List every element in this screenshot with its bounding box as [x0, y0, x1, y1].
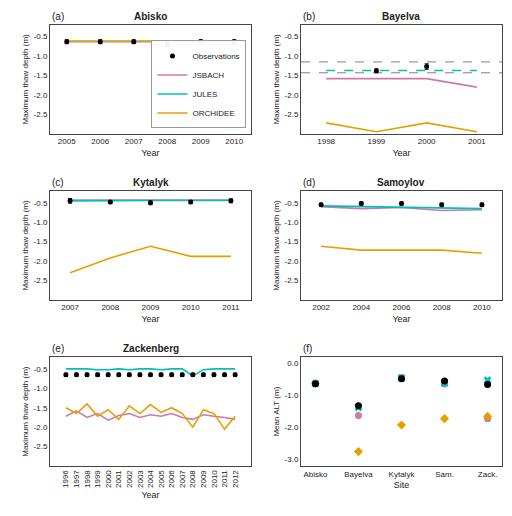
svg-text:2010: 2010 [473, 303, 491, 312]
svg-text:-1.0: -1.0 [285, 218, 299, 227]
svg-text:-1.0: -1.0 [34, 218, 48, 227]
svg-text:Year: Year [392, 148, 410, 158]
svg-text:2007: 2007 [125, 137, 143, 146]
svg-text:-1.0: -1.0 [285, 391, 299, 400]
svg-text:2001: 2001 [468, 137, 486, 146]
svg-text:-2.0: -2.0 [285, 423, 299, 432]
svg-text:-2.0: -2.0 [285, 257, 299, 266]
svg-text:Year: Year [141, 148, 159, 158]
svg-text:2003: 2003 [136, 470, 145, 488]
svg-text:Zack.: Zack. [478, 470, 498, 479]
svg-text:-1.5: -1.5 [34, 404, 48, 413]
svg-text:Samoylov: Samoylov [377, 177, 425, 188]
svg-text:Year: Year [392, 314, 410, 324]
svg-text:2007: 2007 [61, 303, 79, 312]
svg-text:2008: 2008 [101, 303, 119, 312]
svg-text:2004: 2004 [352, 303, 370, 312]
svg-text:Maximum thaw depth (m): Maximum thaw depth (m) [272, 200, 281, 291]
svg-text:2001: 2001 [114, 470, 123, 488]
svg-text:2006: 2006 [393, 303, 411, 312]
svg-text:2007: 2007 [178, 470, 187, 488]
svg-text:JULES: JULES [192, 90, 217, 99]
svg-text:1998: 1998 [83, 470, 92, 488]
svg-text:Site: Site [394, 480, 410, 490]
svg-text:Mean ALT (m): Mean ALT (m) [272, 386, 281, 436]
svg-text:(b): (b) [303, 11, 315, 22]
svg-text:2002: 2002 [312, 303, 330, 312]
svg-text:-1.0: -1.0 [285, 52, 299, 61]
svg-text:ORCHIDEE: ORCHIDEE [192, 109, 234, 118]
svg-text:-1.0: -1.0 [34, 52, 48, 61]
svg-text:(f): (f) [303, 343, 312, 354]
svg-text:0.0: 0.0 [287, 359, 299, 368]
svg-text:Year: Year [141, 490, 159, 500]
svg-text:2010: 2010 [182, 303, 200, 312]
svg-text:2009: 2009 [142, 303, 160, 312]
svg-text:-2.0: -2.0 [34, 423, 48, 432]
svg-text:2006: 2006 [91, 137, 109, 146]
svg-text:2004: 2004 [146, 470, 155, 488]
svg-text:2005: 2005 [157, 470, 166, 488]
svg-text:Sam.: Sam. [435, 470, 454, 479]
svg-text:-1.5: -1.5 [34, 71, 48, 80]
svg-text:-2.5: -2.5 [285, 276, 299, 285]
svg-text:Bayelva: Bayelva [382, 11, 420, 22]
svg-text:2010: 2010 [225, 137, 243, 146]
svg-text:1999: 1999 [367, 137, 385, 146]
svg-text:Year: Year [141, 314, 159, 324]
svg-text:Kytalyk: Kytalyk [389, 470, 416, 479]
svg-text:1999: 1999 [93, 470, 102, 488]
svg-text:-0.5: -0.5 [285, 199, 299, 208]
svg-text:Observations: Observations [192, 52, 239, 61]
svg-text:1998: 1998 [317, 137, 335, 146]
svg-text:-1.5: -1.5 [34, 237, 48, 246]
svg-text:-3.0: -3.0 [285, 455, 299, 464]
svg-text:(a): (a) [52, 11, 64, 22]
svg-text:2012: 2012 [231, 470, 240, 488]
svg-text:2000: 2000 [418, 137, 436, 146]
svg-text:-0.5: -0.5 [34, 32, 48, 41]
svg-text:2000: 2000 [104, 470, 113, 488]
svg-text:2008: 2008 [433, 303, 451, 312]
svg-text:2011: 2011 [222, 303, 240, 312]
svg-text:2009: 2009 [192, 137, 210, 146]
svg-text:-0.5: -0.5 [285, 32, 299, 41]
svg-text:-1.5: -1.5 [285, 237, 299, 246]
svg-text:Zackenberg: Zackenberg [123, 343, 179, 354]
svg-text:(d): (d) [303, 177, 315, 188]
svg-text:Bayelva: Bayelva [344, 470, 373, 479]
svg-text:JSBACH: JSBACH [192, 71, 224, 80]
svg-text:-1.5: -1.5 [285, 71, 299, 80]
svg-text:2006: 2006 [167, 470, 176, 488]
svg-text:-2.5: -2.5 [34, 442, 48, 451]
svg-text:-0.5: -0.5 [34, 199, 48, 208]
svg-text:-2.5: -2.5 [34, 276, 48, 285]
svg-text:Maximum thaw depth (m): Maximum thaw depth (m) [272, 34, 281, 125]
svg-text:2010: 2010 [210, 470, 219, 488]
svg-text:1996: 1996 [61, 470, 70, 488]
svg-text:-1.0: -1.0 [34, 384, 48, 393]
svg-text:-2.5: -2.5 [285, 110, 299, 119]
svg-text:Abisko: Abisko [134, 11, 167, 22]
svg-text:2002: 2002 [125, 470, 134, 488]
svg-text:Maximum thaw depth (m): Maximum thaw depth (m) [21, 200, 30, 291]
svg-text:Kytalyk: Kytalyk [133, 177, 169, 188]
svg-text:-2.0: -2.0 [34, 91, 48, 100]
svg-text:Maximum thaw depth (m): Maximum thaw depth (m) [21, 34, 30, 125]
svg-text:(c): (c) [52, 177, 64, 188]
svg-text:-2.5: -2.5 [34, 110, 48, 119]
svg-text:1997: 1997 [72, 470, 81, 488]
svg-text:2008: 2008 [158, 137, 176, 146]
svg-text:Abisko: Abisko [303, 470, 328, 479]
svg-text:2009: 2009 [199, 470, 208, 488]
svg-text:2005: 2005 [58, 137, 76, 146]
svg-text:(e): (e) [52, 343, 64, 354]
svg-text:-2.0: -2.0 [34, 257, 48, 266]
svg-text:2011: 2011 [220, 470, 229, 488]
svg-text:-0.5: -0.5 [34, 365, 48, 374]
svg-text:Maximum thaw depth (m): Maximum thaw depth (m) [21, 366, 30, 457]
svg-text:-2.0: -2.0 [285, 91, 299, 100]
svg-text:2008: 2008 [188, 470, 197, 488]
